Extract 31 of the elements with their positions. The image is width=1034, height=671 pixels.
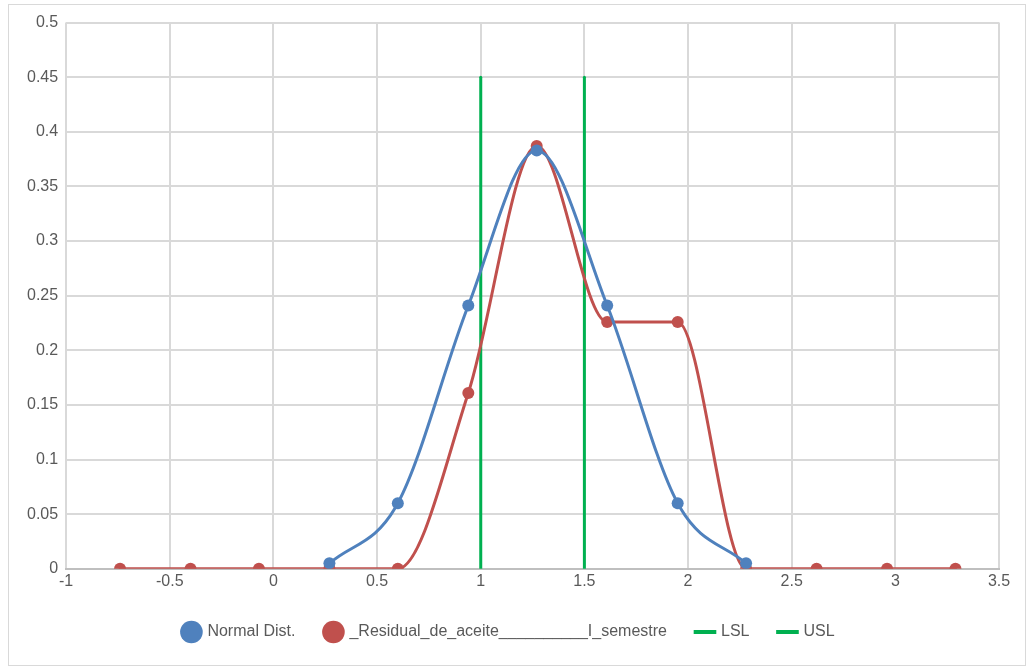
- point: [530, 144, 543, 157]
- legend-label: _Residual_de_aceite__________I_semestre: [348, 622, 668, 641]
- y-tick-label: 0: [49, 559, 59, 577]
- legend-label: LSL: [720, 622, 750, 640]
- point: [462, 386, 475, 399]
- legend-label: Normal Dist.: [207, 622, 296, 640]
- x-tick-label: 2: [683, 571, 693, 589]
- y-tick-label: 0.3: [35, 231, 59, 249]
- y-tick-label: 0.2: [35, 340, 59, 358]
- x-tick-label: 0.5: [365, 571, 389, 589]
- y-tick-label: 0.1: [35, 449, 59, 467]
- x-tick-label: 3.5: [987, 571, 1011, 589]
- x-tick-label: 1: [476, 571, 486, 589]
- x-tick-label: 3: [890, 571, 900, 589]
- x-tick-label: 2.5: [780, 571, 803, 589]
- x-tick-label: 0: [268, 571, 278, 589]
- point: [601, 299, 614, 312]
- x-tick-label: -1: [59, 571, 74, 589]
- y-tick-label: 0.35: [27, 176, 59, 194]
- y-tick-label: 0.25: [27, 286, 59, 304]
- point: [671, 315, 684, 328]
- point: [462, 299, 475, 312]
- y-tick-label: 0.15: [27, 395, 59, 413]
- y-tick-label: 0.5: [35, 13, 59, 31]
- x-tick-label: -0.5: [156, 571, 184, 589]
- y-tick-label: 0.45: [27, 67, 59, 85]
- y-tick-label: 0.4: [35, 122, 59, 140]
- y-tick-label: 0.05: [27, 504, 59, 522]
- legend-label: USL: [803, 622, 835, 640]
- point: [601, 315, 614, 328]
- x-tick-label: 1.5: [573, 571, 596, 589]
